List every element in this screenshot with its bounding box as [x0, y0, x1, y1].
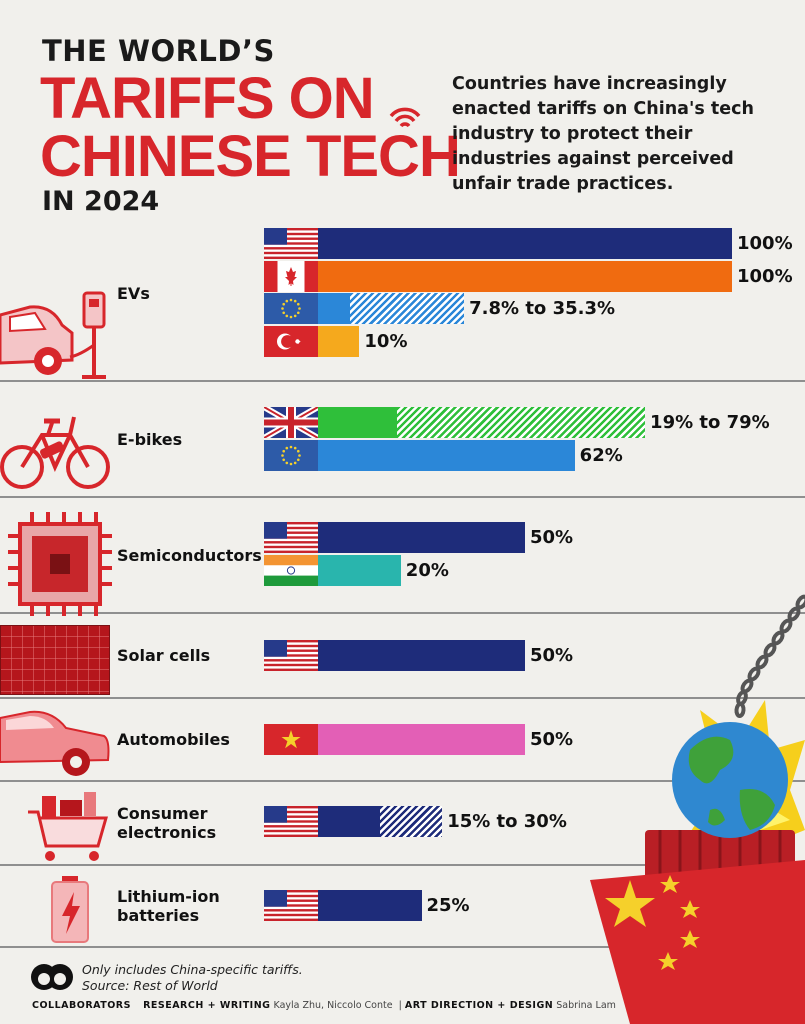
usa-flag — [264, 806, 318, 837]
row-separator — [0, 946, 610, 948]
bar-solid-segment — [318, 325, 360, 357]
battery-icon — [51, 876, 89, 943]
design-label: ART DIRECTION + DESIGN — [404, 1000, 554, 1011]
bar-evs-canada — [318, 260, 732, 292]
bar-solid-segment — [318, 228, 732, 259]
bar-consumer-electronics-usa — [318, 806, 443, 837]
bar-evs-usa — [318, 228, 732, 259]
turkey-flag — [264, 325, 318, 357]
shopping-cart-icon — [28, 792, 108, 861]
bar-solid-segment — [318, 724, 525, 755]
eu-flag — [264, 439, 318, 471]
india-flag — [264, 554, 318, 586]
row-separator — [0, 697, 805, 699]
row-separator — [0, 496, 805, 498]
vietnam-flag — [264, 724, 318, 755]
value-label: 100% — [737, 265, 793, 287]
category-label-evs: EVs — [117, 284, 150, 303]
footnote-source: Source: Rest of World — [82, 978, 218, 993]
ev-car-icon — [0, 291, 106, 379]
value-label: 15% to 30% — [447, 811, 567, 832]
bar-solid-segment — [318, 890, 422, 921]
bar-range-segment — [350, 293, 465, 324]
canada-flag — [264, 260, 318, 292]
solar-panel-icon — [0, 625, 110, 695]
bar-solid-segment — [318, 293, 351, 324]
usa-flag — [264, 522, 318, 553]
value-label: 50% — [530, 645, 574, 666]
bar-semiconductors-india — [318, 554, 401, 586]
bar-solid-segment — [318, 260, 732, 292]
title-line-2: TARIFFS ON — [40, 66, 375, 131]
ebike-icon — [0, 416, 110, 489]
uk-flag — [264, 407, 318, 438]
title-line-1: THE WORLD’S — [42, 34, 275, 68]
bar-range-segment — [396, 407, 646, 438]
value-label: 62% — [579, 444, 623, 466]
value-label: 19% to 79% — [650, 412, 770, 433]
usa-flag — [264, 640, 318, 671]
value-label: 50% — [530, 527, 574, 548]
collaborators-logo-icon — [31, 964, 73, 990]
value-label: 100% — [737, 233, 793, 254]
title-line-4: IN 2024 — [42, 186, 160, 217]
signal-icon — [389, 107, 421, 128]
value-label: 10% — [364, 330, 408, 352]
bar-solar-cells-usa — [318, 640, 525, 671]
usa-flag — [264, 890, 318, 921]
research-label: RESEARCH + WRITING — [143, 1000, 271, 1011]
title-line-3: CHINESE TECH — [40, 124, 461, 189]
usa-flag — [264, 228, 318, 259]
category-label-lithium-ion-batteries: Lithium-ion batteries — [117, 887, 220, 925]
bar-evs-eu — [318, 293, 465, 324]
bar-solid-segment — [318, 640, 525, 671]
automobile-icon — [0, 710, 110, 776]
value-label: 20% — [405, 559, 449, 581]
category-label-solar-cells: Solar cells — [117, 646, 211, 665]
bar-solid-segment — [318, 522, 525, 553]
credits: COLLABORATORS RESEARCH + WRITING Kayla Z… — [32, 1000, 616, 1011]
bar-automobiles-vietnam — [318, 724, 525, 755]
category-label-automobiles: Automobiles — [117, 730, 230, 749]
category-label-semiconductors: Semiconductors — [117, 546, 262, 565]
category-label-ebikes: E-bikes — [117, 430, 183, 449]
row-separator — [0, 864, 805, 866]
bar-solid-segment — [318, 806, 381, 837]
category-label-consumer-electronics: Consumer electronics — [117, 804, 217, 842]
value-label: 50% — [530, 729, 574, 750]
wrecking-ball-illustration — [590, 594, 805, 1024]
brand-name: COLLABORATORS — [32, 1000, 131, 1011]
value-label: 7.8% to 35.3% — [469, 298, 616, 319]
bar-semiconductors-usa — [318, 522, 525, 553]
eu-flag — [264, 293, 318, 324]
bar-evs-turkey — [318, 325, 360, 357]
footnote: Only includes China-specific tariffs. So… — [82, 962, 303, 994]
bar-e-bikes-uk — [318, 407, 646, 438]
bar-lithium-ion-batteries-usa — [318, 890, 422, 921]
row-separator — [0, 612, 805, 614]
intro-text: Countries have increasingly enacted tari… — [452, 74, 754, 194]
semiconductor-chip-icon — [8, 512, 112, 616]
bar-solid-segment — [318, 439, 575, 471]
bar-e-bikes-eu — [318, 439, 575, 471]
row-separator — [0, 780, 805, 782]
bar-solid-segment — [318, 554, 401, 586]
row-separator — [0, 380, 805, 382]
footnote-scope: Only includes China-specific tariffs. — [82, 962, 303, 977]
value-label: 25% — [426, 895, 470, 916]
bar-range-segment — [380, 806, 443, 837]
design-names: Sabrina Lam — [556, 1000, 616, 1011]
bar-solid-segment — [318, 407, 397, 438]
research-names: Kayla Zhu, Niccolo Conte — [273, 1000, 393, 1011]
